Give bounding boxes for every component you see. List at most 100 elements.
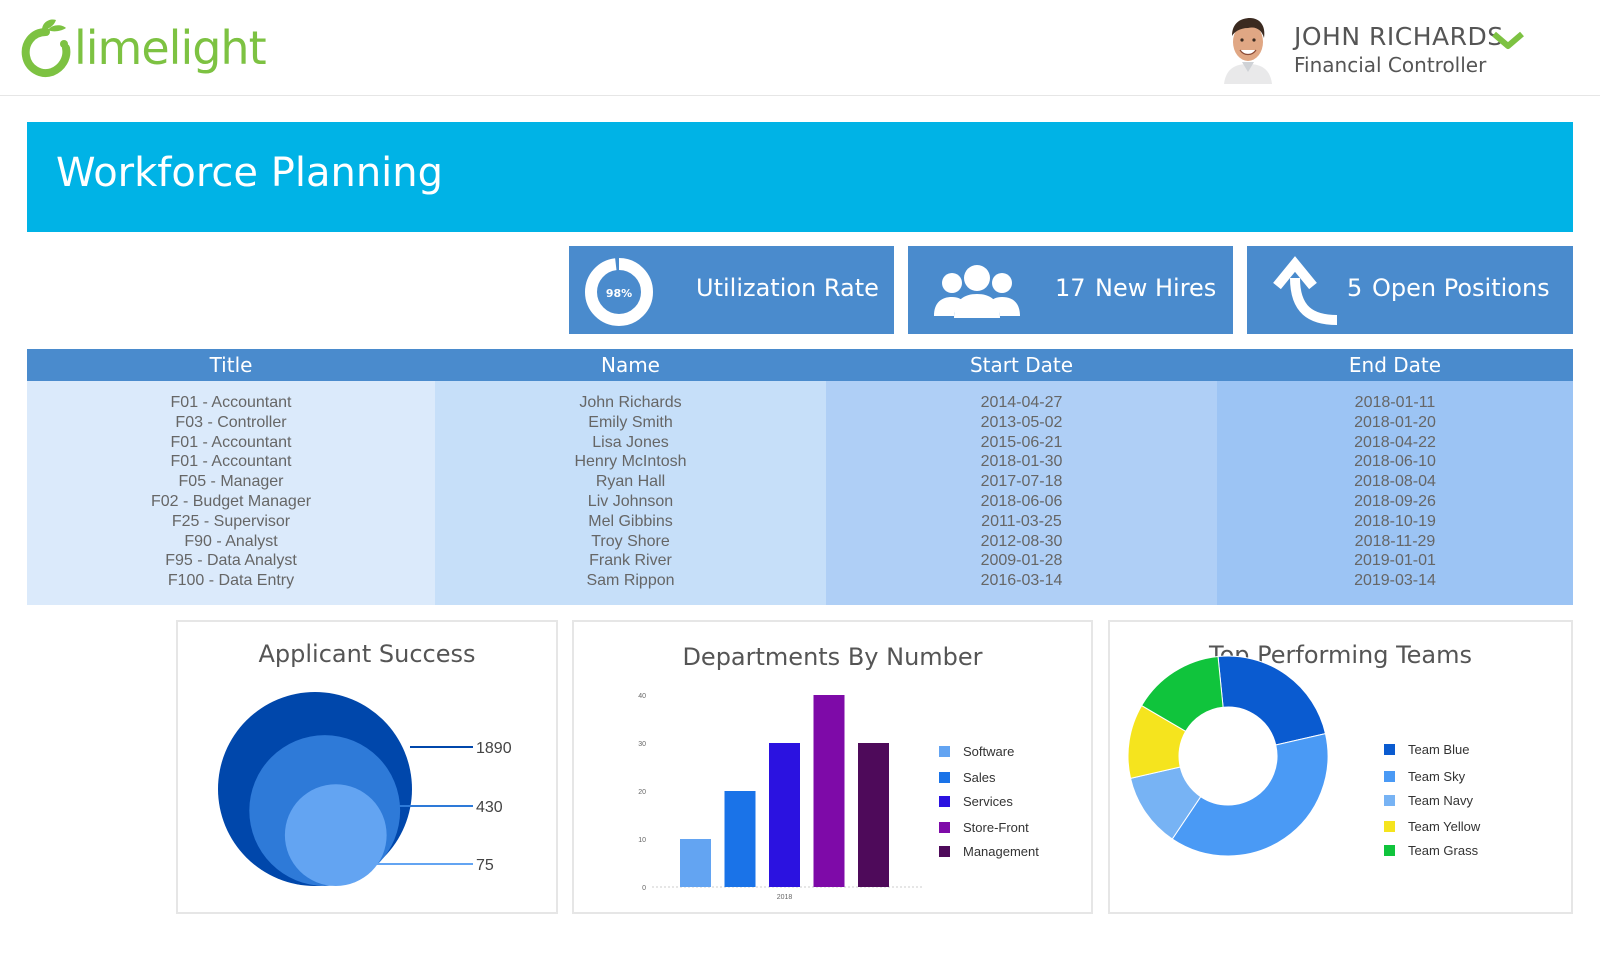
legend-label: Services [963,794,1013,809]
legend-swatch [939,772,950,783]
y-tick-label: 0 [642,885,646,892]
brand-name: limelight [74,21,267,75]
title-column: F01 - Accountant F03 - Controller F01 - Ac… [27,381,435,605]
donut-slice-team-grass[interactable] [1140,655,1224,732]
legend-swatch [1384,845,1395,856]
legend-swatch [939,796,950,807]
legend-swatch [1384,821,1395,832]
donut-slice-team-blue[interactable] [1217,655,1327,746]
gauge-icon: 98% [585,258,653,326]
legend-label: Team Sky [1408,769,1466,784]
y-tick-label: 10 [638,837,646,844]
table-cell-name: Frank River [589,552,672,570]
legend-swatch [1384,771,1395,782]
legend-label: Team Blue [1408,742,1470,757]
legend-swatch [939,846,950,857]
table-cell-end-date: 2018-11-29 [1354,532,1436,550]
kpi-utilization-card[interactable]: 98% Utilization Rate [569,246,894,334]
applicant-value-label: 430 [476,799,503,816]
top-bar: limelight JOHN RICHARDS Financial Contro… [0,0,1600,96]
table-cell-start-date: 2009-01-28 [980,552,1063,570]
legend-swatch [939,746,950,757]
teams-donut-chart [1127,655,1329,857]
kpi-open-positions-card[interactable]: 5 Open Positions [1247,246,1573,334]
table-cell-start-date: 2018-06-06 [980,492,1063,510]
table-cell-start-date: 2014-04-27 [980,394,1063,411]
table-cell-start-date: 2017-07-18 [980,473,1063,491]
page-banner: Workforce Planning [27,122,1573,232]
kpi-open-positions-label: Open Positions [1372,274,1550,302]
legend-swatch [1384,744,1395,755]
bar-management[interactable] [858,743,889,887]
kpi-new-hires-card[interactable]: 17 New Hires [908,246,1233,334]
departments-panel: Departments By Number 0 10 20 30 40 2018 Soft… [572,620,1093,914]
legend-label: Team Yellow [1408,819,1481,834]
lime-logo-icon [21,19,71,77]
table-cell-end-date: 2018-09-26 [1354,492,1436,510]
table-cell-name: Troy Shore [591,532,670,550]
table-cell-end-date: 2018-08-04 [1354,473,1436,491]
table-cell-title: F01 - Accountant [170,394,292,411]
teams-panel: Top Performing Teams Team Blue Team Sky Te… [1108,620,1573,914]
table-cell-title: F01 - Accountant [170,453,292,471]
user-menu[interactable]: JOHN RICHARDS Financial Controller [1220,10,1600,86]
workforce-table: Title Name Start Date End Date F01 - Acc… [27,349,1573,605]
donut-slice-team-sky[interactable] [1171,733,1329,857]
legend-label: Team Grass [1408,843,1479,858]
table-cell-end-date: 2019-01-01 [1354,552,1436,570]
legend-label: Sales [963,770,996,785]
table-cell-title: F95 - Data Analyst [165,552,297,570]
column-header-end-date[interactable]: End Date [1348,353,1442,377]
bar-software[interactable] [680,839,711,887]
table-cell-title: F05 - Manager [178,473,284,491]
kpi-new-hires-value: 17 [1055,274,1086,302]
bar-store-front[interactable] [813,695,845,887]
applicant-value-label: 75 [476,857,494,874]
table-cell-title: F01 - Accountant [170,433,292,451]
table-cell-start-date: 2018-01-30 [980,453,1063,471]
table-cell-name: Liv Johnson [587,492,674,510]
kpi-utilization-label: Utilization Rate [696,274,879,302]
table-cell-title: F100 - Data Entry [167,572,295,590]
table-cell-start-date: 2016-03-14 [980,572,1063,590]
table-cell-start-date: 2013-05-02 [980,413,1063,431]
name-column: John Richards Emily Smith Lisa Jones Henry … [435,381,826,605]
column-header-title[interactable]: Title [209,353,253,377]
table-cell-title: F02 - Budget Manager [150,492,312,510]
table-header: Title Name Start Date End Date [27,349,1573,381]
teams-legend: Team Blue Team Sky Team Navy Team Yellow Tea… [1384,742,1544,872]
gauge-value: 98% [606,287,632,300]
table-cell-end-date: 2018-10-19 [1354,512,1436,530]
legend-label: Management [963,844,1039,859]
departments-title: Departments By Number [682,643,983,671]
table-cell-name: Lisa Jones [592,433,669,451]
table-cell-name: Mel Gibbins [588,512,673,530]
bar-sales[interactable] [724,791,756,887]
applicant-value-label: 1890 [476,740,512,757]
limelight-logo[interactable]: limelight [20,16,267,80]
departments-legend: Software Sales Services Store-Front Manageme… [939,744,1089,874]
legend-swatch [1384,795,1395,806]
table-cell-start-date: 2012-08-30 [980,532,1063,550]
legend-swatch [939,822,950,833]
y-tick-label: 30 [638,741,646,748]
applicant-success-panel: Applicant Success 1890 430 75 [176,620,558,914]
bar-services[interactable] [769,743,800,887]
column-header-name[interactable]: Name [600,353,660,377]
table-cell-start-date: 2015-06-21 [980,433,1063,451]
applicant-circle-2[interactable] [284,784,387,886]
legend-label: Team Navy [1408,793,1474,808]
table-cell-name: Henry McIntosh [574,453,687,471]
table-cell-title: F90 - Analyst [184,532,278,550]
legend-label: Software [963,744,1015,759]
avatar[interactable] [1220,12,1276,84]
table-cell-name: Ryan Hall [595,473,666,491]
end-date-column: 2018-01-11 2018-01-20 2018-04-22 2018-06-10… [1217,381,1573,605]
departments-chart: 0 10 20 30 40 2018 [638,693,924,901]
chevron-down-icon[interactable] [1492,26,1524,52]
table-cell-name: Emily Smith [588,413,673,431]
legend-label: Store-Front [963,820,1029,835]
y-tick-label: 20 [638,789,646,796]
column-header-start-date[interactable]: Start Date [969,353,1074,377]
page-title: Workforce Planning [56,150,444,196]
